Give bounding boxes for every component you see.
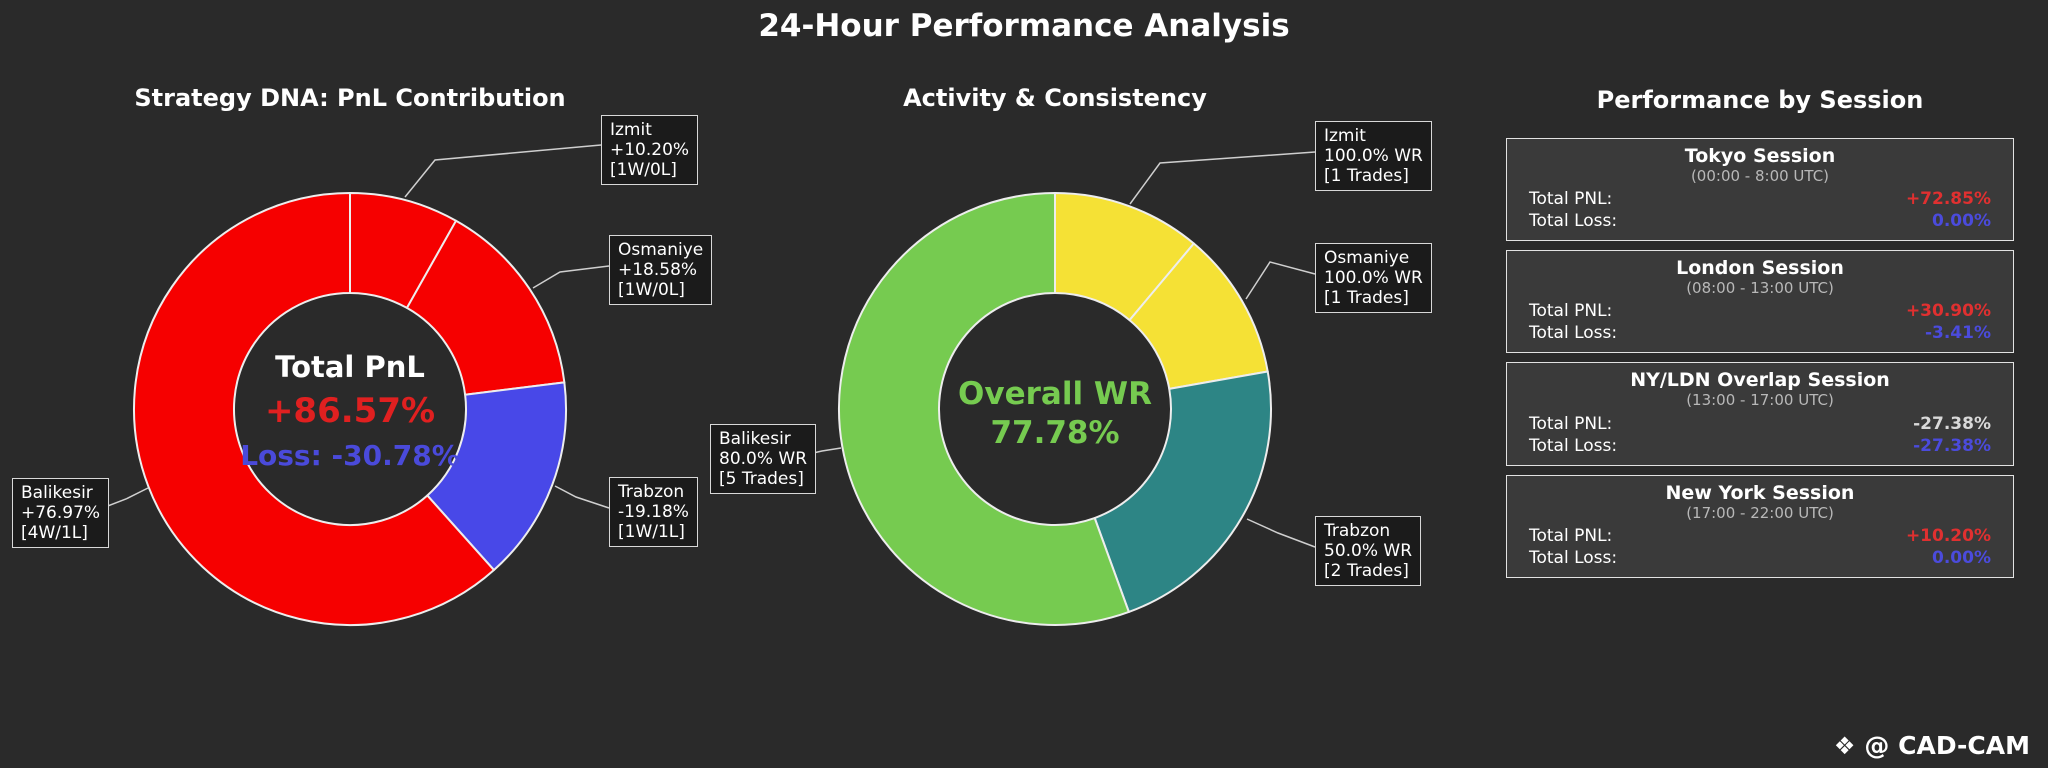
- callout-pnl-osmaniye: Osmaniye +18.58% [1W/0L]: [609, 235, 713, 306]
- session-name: London Session: [1676, 257, 1844, 280]
- loss-value: 0.00%: [1932, 211, 1991, 232]
- callout-line: +76.97%: [21, 503, 101, 524]
- pnl-row-label: Total PNL:: [1529, 413, 1613, 434]
- callout-line: [1 Trades]: [1324, 166, 1409, 187]
- session-name: NY/LDN Overlap Session: [1630, 369, 1890, 392]
- activity-donut-chart: [838, 192, 1272, 626]
- pnl-row: Total PNL: -27.38%: [1529, 413, 1991, 435]
- session-card-london: London Session (08:00 - 13:00 UTC) Total…: [1506, 250, 2014, 354]
- pnl-donut-chart: [133, 192, 567, 626]
- callout-line: Trabzon: [1324, 521, 1391, 541]
- callout-line: Izmit: [610, 120, 652, 140]
- loss-value: 0.00%: [1932, 547, 1991, 568]
- loss-value: -3.41%: [1924, 323, 1991, 344]
- loss-row: Total Loss: 0.00%: [1529, 210, 1991, 232]
- chart-title-pnl: Strategy DNA: PnL Contribution: [134, 84, 566, 112]
- pnl-value: -27.38%: [1913, 413, 1991, 434]
- pnl-row-label: Total PNL:: [1529, 525, 1613, 546]
- session-time: (00:00 - 8:00 UTC): [1690, 166, 1830, 185]
- pie-segment-balikesir: [838, 192, 1130, 626]
- pnl-value: +72.85%: [1905, 189, 1991, 210]
- callout-line: +18.58%: [618, 260, 698, 281]
- loss-row-label: Total Loss:: [1529, 435, 1618, 456]
- pie-segment-balikesir: [133, 192, 495, 626]
- callout-line: Osmaniye: [618, 240, 704, 260]
- callout-line: [5 Trades]: [719, 469, 804, 490]
- callout-line: Izmit: [1324, 126, 1366, 146]
- callout-line: 100.0% WR: [1324, 268, 1423, 289]
- callout-line: [1W/1L]: [618, 522, 685, 543]
- page-title: 24-Hour Performance Analysis: [758, 8, 1290, 44]
- session-name: New York Session: [1665, 481, 1855, 504]
- callout-line: Balikesir: [719, 429, 791, 449]
- pie-segment-trabzon: [426, 381, 567, 572]
- session-name: Tokyo Session: [1684, 145, 1836, 167]
- callout-line: -19.18%: [618, 502, 689, 523]
- session-card-tokyo: Tokyo Session (00:00 - 8:00 UTC) Total P…: [1506, 138, 2014, 242]
- pnl-row-label: Total PNL:: [1529, 189, 1613, 210]
- loss-value: -27.38%: [1913, 435, 1991, 456]
- callout-line: Balikesir: [21, 483, 93, 503]
- pnl-row: Total PNL: +72.85%: [1529, 188, 1991, 210]
- session-time: (17:00 - 22:00 UTC): [1686, 503, 1834, 522]
- session-time: (08:00 - 13:00 UTC): [1686, 279, 1834, 298]
- callout-pnl-izmit: Izmit +10.20% [1W/0L]: [601, 115, 699, 186]
- callout-line: [2 Trades]: [1324, 561, 1409, 582]
- pnl-value: +30.90%: [1905, 301, 1991, 322]
- brand-diamond-icon: ❖: [1833, 731, 1856, 760]
- pnl-row: Total PNL: +10.20%: [1529, 525, 1991, 547]
- watermark: ❖ @ CAD-CAM: [1834, 731, 2030, 760]
- callout-line: [1W/0L]: [618, 280, 685, 301]
- pnl-value: +10.20%: [1905, 525, 1991, 546]
- session-card-new-york: New York Session (17:00 - 22:00 UTC) Tot…: [1506, 474, 2014, 578]
- session-panel: Performance by Session Tokyo Session (00…: [1506, 86, 2014, 587]
- pie-segment-trabzon: [1093, 370, 1272, 613]
- loss-row-label: Total Loss:: [1529, 323, 1618, 344]
- callout-line: 80.0% WR: [719, 449, 808, 470]
- loss-row-label: Total Loss:: [1529, 211, 1618, 232]
- loss-row: Total Loss: 0.00%: [1529, 547, 1991, 569]
- callout-pnl-trabzon: Trabzon -19.18% [1W/1L]: [609, 477, 698, 548]
- callout-activity-trabzon: Trabzon 50.0% WR [2 Trades]: [1315, 516, 1422, 587]
- loss-row-label: Total Loss:: [1529, 547, 1618, 568]
- callout-activity-balikesir: Balikesir 80.0% WR [5 Trades]: [710, 424, 817, 495]
- callout-line: [1 Trades]: [1324, 288, 1409, 309]
- session-time: (13:00 - 17:00 UTC): [1686, 391, 1834, 410]
- callout-pnl-balikesir: Balikesir +76.97% [4W/1L]: [12, 478, 110, 549]
- pnl-row: Total PNL: +30.90%: [1529, 300, 1991, 322]
- callout-line: Osmaniye: [1324, 248, 1410, 268]
- loss-row: Total Loss: -27.38%: [1529, 435, 1991, 457]
- chart-title-activity: Activity & Consistency: [903, 84, 1207, 112]
- session-card-nyldn-overlap: NY/LDN Overlap Session (13:00 - 17:00 UT…: [1506, 362, 2014, 466]
- pnl-row-label: Total PNL:: [1529, 301, 1613, 322]
- callout-activity-osmaniye: Osmaniye 100.0% WR [1 Trades]: [1315, 243, 1432, 314]
- callout-line: 50.0% WR: [1324, 541, 1413, 562]
- callout-line: Trabzon: [618, 482, 685, 502]
- callout-line: 100.0% WR: [1324, 146, 1423, 167]
- callout-line: [1W/0L]: [610, 160, 677, 181]
- callout-line: +10.20%: [610, 140, 690, 161]
- session-panel-title: Performance by Session: [1596, 86, 1924, 114]
- brand-text: @ CAD-CAM: [1864, 731, 2030, 760]
- callout-line: [4W/1L]: [21, 523, 88, 544]
- loss-row: Total Loss: -3.41%: [1529, 322, 1991, 344]
- callout-activity-izmit: Izmit 100.0% WR [1 Trades]: [1315, 121, 1432, 192]
